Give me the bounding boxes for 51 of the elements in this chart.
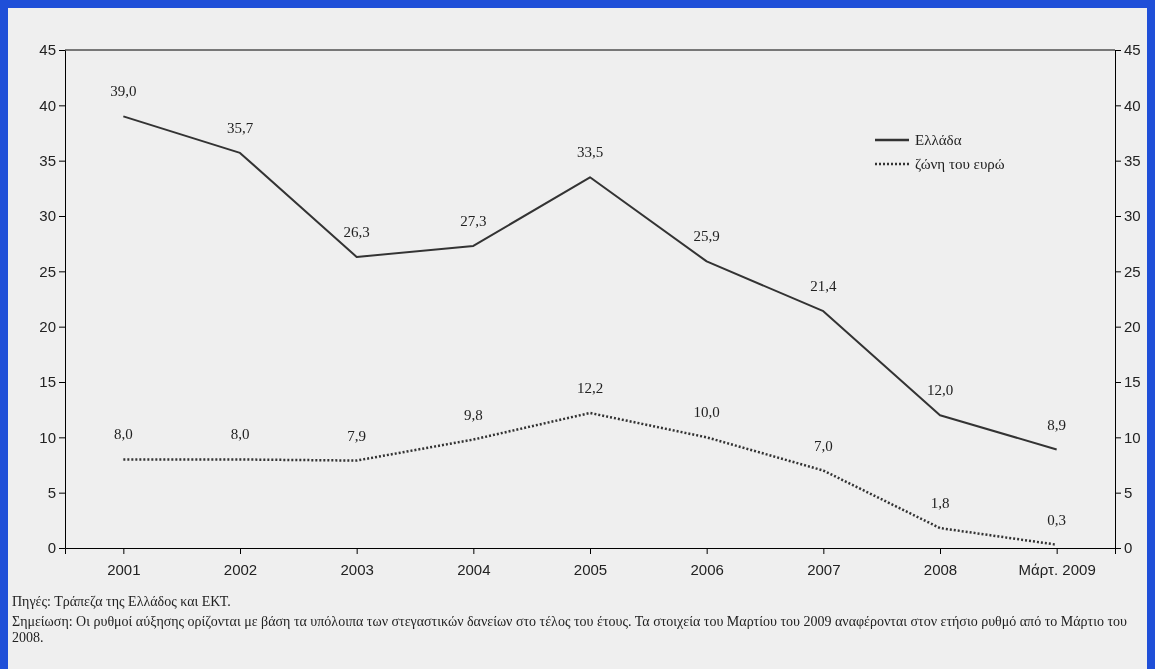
data-label: 21,4 [810,278,837,295]
y-tick-label: 45 [39,41,56,59]
data-label: 8,9 [1047,416,1067,433]
data-label: 26,3 [343,223,370,240]
data-label: 27,3 [460,212,487,229]
data-label: 12,0 [926,382,954,399]
data-label: 7,0 [813,437,833,454]
y2-tick-label: 45 [1124,41,1141,59]
x-tick-label: 2005 [573,561,608,578]
data-label: 25,9 [693,228,720,245]
x-tick-label: 2004 [457,561,491,578]
x-tick-label: 2003 [340,561,374,578]
y2-tick-label: 30 [1124,207,1141,225]
data-label: 1,8 [930,495,950,512]
legend-label: Ελλάδα [915,132,962,148]
y-tick-label: 30 [39,207,56,225]
data-label: 8,0 [230,426,250,443]
y2-tick-label: 20 [1124,317,1141,335]
data-label: 12,2 [576,379,604,396]
data-label: 0,3 [1047,511,1067,528]
y-tick-label: 5 [47,483,56,501]
x-tick-label: Μάρτ. 2009 [1018,561,1096,578]
y-tick-label: 15 [39,373,56,391]
text: Πηγές: Τράπεζα της Ελλάδος και ΕΚΤ. [12,594,231,609]
y-tick-label: 20 [39,317,56,335]
y-tick-label: 35 [39,151,56,169]
x-tick-label: 2008 [923,561,958,578]
x-tick-label: 2006 [690,561,724,578]
data-label: 33,5 [576,144,604,161]
y2-tick-label: 25 [1124,262,1141,280]
y2-tick-label: 15 [1124,373,1141,391]
y-tick-label: 0 [47,539,56,557]
y-tick-label: 25 [39,262,56,280]
y-tick-label: 10 [39,428,56,446]
legend-label: ζώνη του ευρώ [915,156,1005,172]
y2-tick-label: 35 [1124,151,1141,169]
data-label: 9,8 [463,406,483,423]
x-tick-label: 2007 [807,561,841,578]
y2-tick-label: 0 [1124,539,1133,557]
data-label: 7,9 [347,427,367,444]
data-label: 8,0 [113,426,133,443]
y2-tick-label: 40 [1124,96,1141,114]
y2-tick-label: 10 [1124,428,1141,446]
data-label: 39,0 [110,83,137,100]
text: Σημείωση: Οι ρυθμοί αύξησης ορίζονται με βάση τα υπόλοιπα των στεγαστικών δανείων στο τέλος του έτους. Τα στοιχεία του Μαρτίου του 2009 αναφέρονται στον ετήσιο ρυθμό από το Μάρτιο του 2008. [12,614,1128,646]
data-label: 35,7 [226,119,254,136]
y-tick-label: 40 [39,96,56,114]
data-label: 10,0 [693,404,720,421]
x-tick-label: 2001 [107,561,141,578]
x-tick-label: 2002 [223,561,258,578]
y2-tick-label: 5 [1124,483,1133,501]
